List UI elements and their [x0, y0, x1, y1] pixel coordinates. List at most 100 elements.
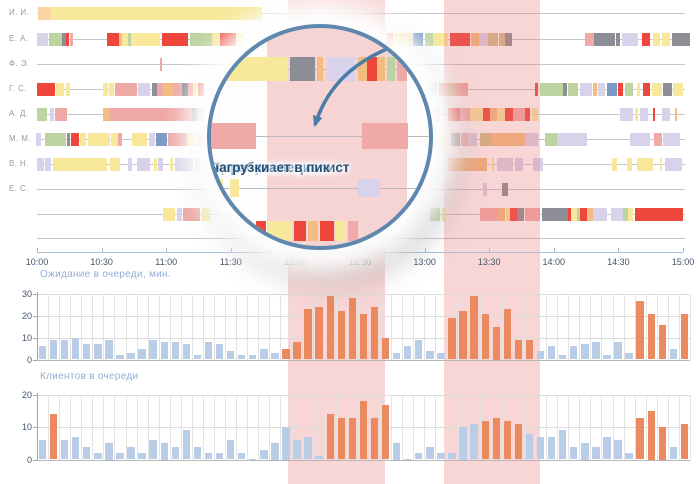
- gantt-segment: [109, 83, 114, 96]
- magnified-segment: [367, 57, 377, 81]
- bar-peak: [680, 424, 689, 460]
- gantt-segment: [132, 133, 147, 146]
- x-baseline: [37, 359, 690, 361]
- gantt-segment: [618, 83, 623, 96]
- gantt-segment: [568, 208, 571, 221]
- gantt-segment: [149, 133, 155, 146]
- gantt-segment: [535, 83, 538, 96]
- gantt-segment: [635, 108, 638, 121]
- gantt-segment: [660, 158, 662, 171]
- grid-line-vertical: [568, 294, 570, 360]
- bar: [249, 458, 257, 460]
- gantt-segment: [103, 108, 110, 121]
- magnified-segment: [230, 179, 239, 197]
- bar: [271, 443, 279, 460]
- gantt-segment: [620, 108, 633, 121]
- time-tick-label: 11:00: [155, 257, 178, 267]
- gantt-row-label: Ф. Э.: [9, 59, 30, 68]
- gantt-segment: [625, 83, 633, 96]
- grid-line-vertical: [346, 294, 348, 360]
- gantt-segment: [80, 133, 86, 146]
- grid-line-vertical: [369, 294, 371, 360]
- bar-peak: [503, 420, 512, 460]
- gantt-segment: [62, 33, 66, 46]
- gantt-segment: [675, 108, 677, 121]
- bar: [238, 355, 246, 360]
- grid-line-vertical: [601, 294, 603, 360]
- gantt-row-label: Е. А.: [9, 34, 29, 43]
- gantt-segment: [585, 33, 594, 46]
- bar: [437, 453, 445, 460]
- bar-peak: [647, 313, 655, 360]
- gantt-segment: [593, 208, 607, 221]
- gantt-segment: [542, 208, 568, 221]
- gantt-segment: [66, 83, 70, 96]
- gantt-segment: [37, 33, 48, 46]
- gantt-segment: [115, 83, 137, 96]
- gantt-segment: [611, 208, 623, 221]
- bar: [315, 456, 323, 460]
- bar: [160, 443, 168, 460]
- magnified-segment: [320, 221, 334, 241]
- bar-peak: [304, 309, 312, 360]
- time-axis-tick: [360, 248, 361, 252]
- bar-peak: [636, 417, 644, 460]
- bar: [592, 342, 600, 360]
- gantt-segment: [212, 33, 220, 46]
- magnified-row-line: [211, 136, 429, 137]
- gantt-segment: [654, 133, 662, 146]
- gantt-segment: [175, 158, 193, 171]
- gantt-segment: [662, 108, 670, 121]
- gantt-segment: [497, 158, 513, 171]
- bar: [160, 342, 168, 360]
- bar: [558, 355, 567, 360]
- grid-line-vertical: [501, 294, 503, 360]
- bar-peak: [381, 404, 390, 460]
- grid-line-vertical: [313, 294, 315, 360]
- gantt-segment: [673, 83, 683, 96]
- grid-line-vertical: [424, 294, 426, 360]
- gantt-row-label: Е. С.: [9, 184, 29, 193]
- grid-line-vertical: [191, 294, 193, 360]
- gantt-row-label: В. Н.: [9, 159, 29, 168]
- gantt-segment: [580, 208, 587, 221]
- grid-line-vertical: [380, 294, 382, 360]
- gantt-row-label: М. М.: [9, 134, 31, 143]
- gantt-segment: [502, 183, 508, 196]
- bar-peak: [680, 313, 689, 360]
- gantt-segment: [49, 33, 62, 46]
- gantt-segment: [67, 133, 70, 146]
- gantt-segment: [173, 83, 182, 96]
- callout-line-3: нагрузки: [211, 160, 270, 175]
- gantt-segment: [665, 158, 682, 171]
- bar: [72, 337, 80, 360]
- gantt-row-label: И. И.: [9, 8, 30, 17]
- gantt-segment: [188, 83, 193, 96]
- bar: [49, 339, 58, 360]
- bar: [149, 440, 157, 460]
- bar: [558, 430, 567, 460]
- grid-line-vertical: [590, 294, 592, 360]
- y-axis-tick: [33, 395, 37, 396]
- gantt-segment: [198, 133, 203, 146]
- gantt-segment: [38, 7, 51, 20]
- magnified-segment: [294, 221, 306, 241]
- y-axis-tick: [33, 359, 37, 361]
- y-axis-tick: [33, 294, 37, 295]
- gantt-segment: [653, 33, 660, 46]
- gantt-segment: [128, 158, 132, 171]
- grid-line-vertical: [546, 294, 548, 360]
- grid-line-vertical: [435, 294, 437, 360]
- gantt-segment: [154, 158, 157, 171]
- time-axis-tick: [489, 248, 491, 252]
- bar: [60, 440, 69, 460]
- time-tick-label: 10:00: [25, 257, 49, 267]
- bar-peak: [647, 411, 655, 460]
- gantt-segment: [442, 208, 445, 221]
- bar-peak: [315, 307, 323, 360]
- grid-line-vertical: [169, 294, 171, 360]
- bar: [536, 350, 545, 360]
- magnified-segment: [212, 179, 216, 197]
- gantt-segment: [448, 83, 455, 96]
- gantt-segment: [107, 33, 119, 46]
